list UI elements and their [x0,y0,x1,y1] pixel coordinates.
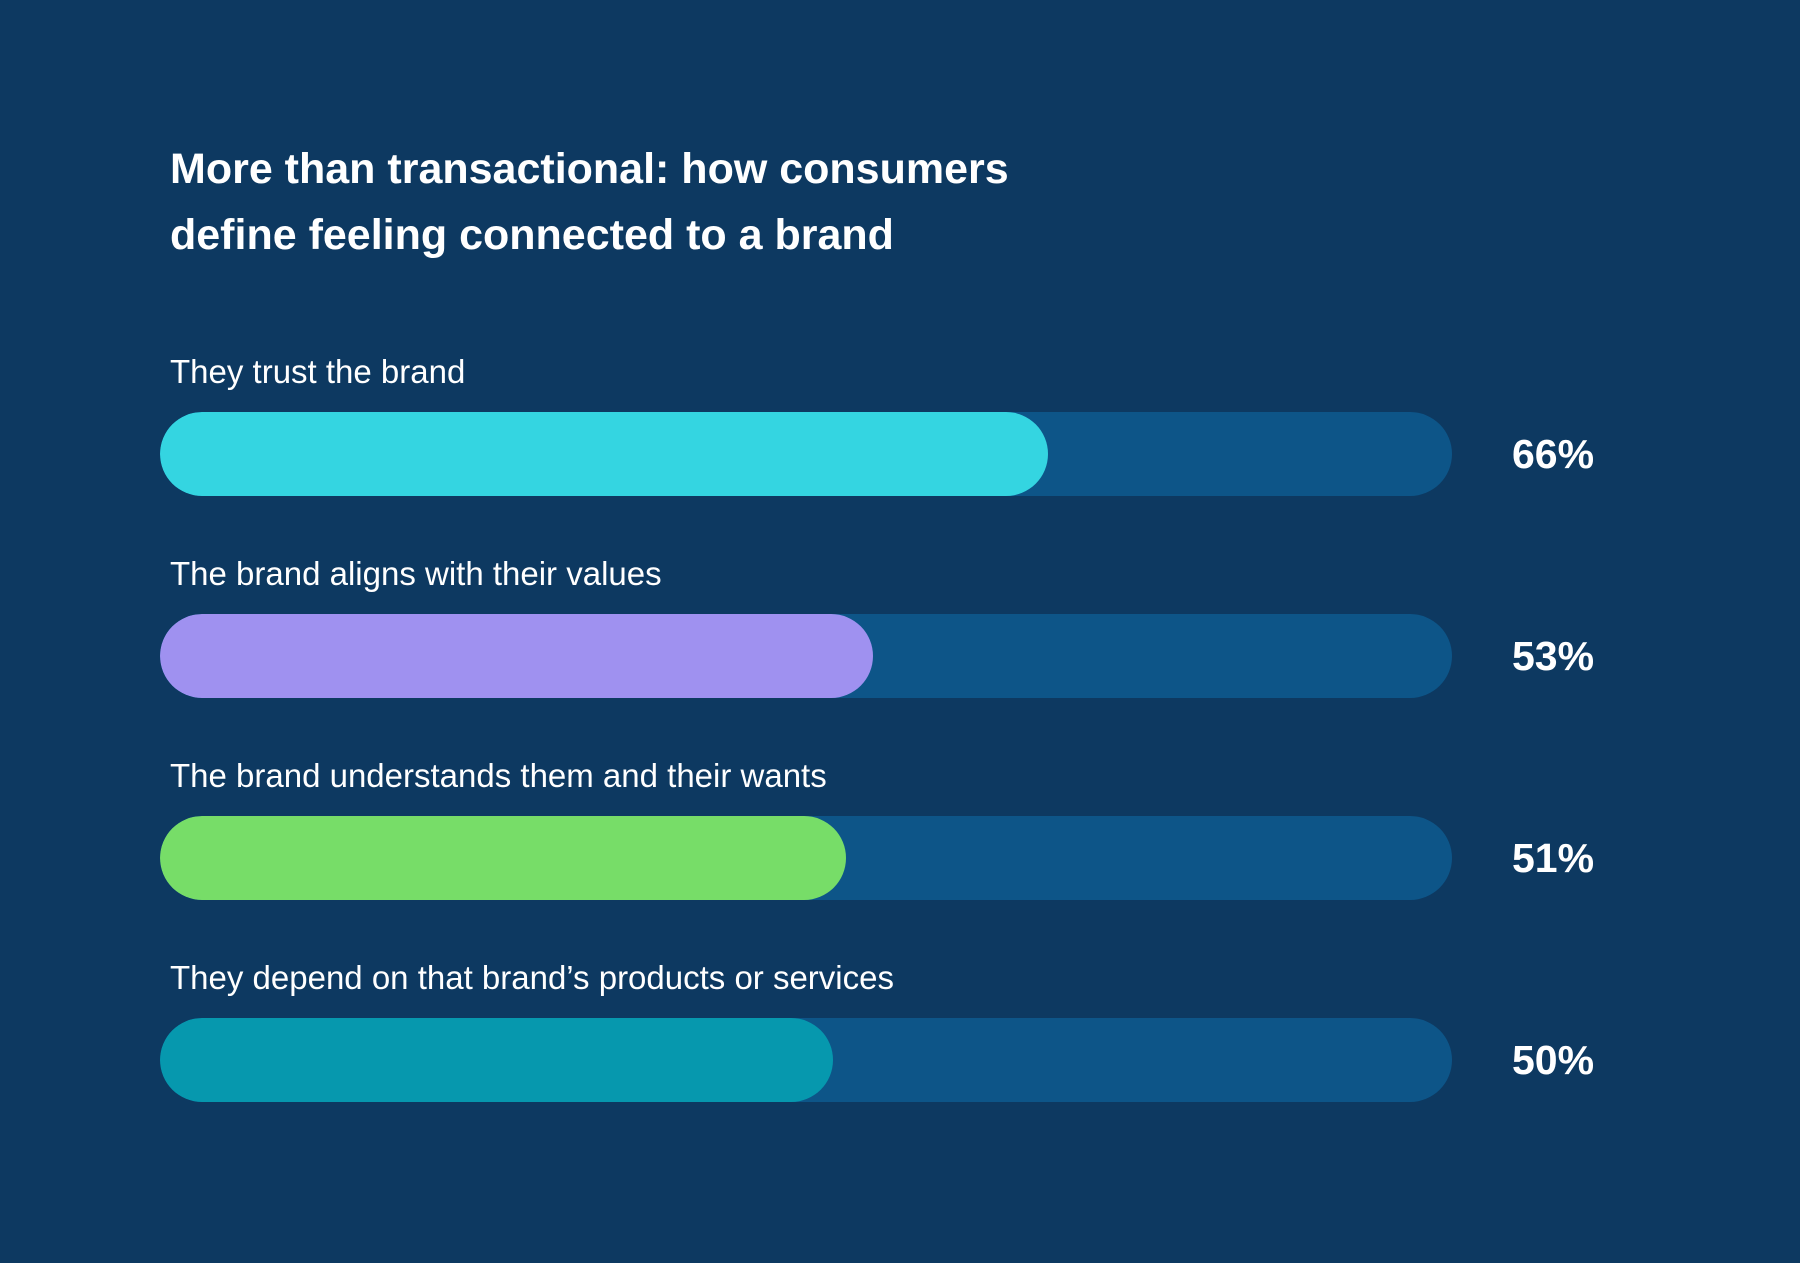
bar-category-label: They trust the brand [170,353,466,390]
chart-title-line-1: More than transactional: how consumers [170,145,1009,193]
bar-row-values: The brand aligns with their values 53% [0,550,1800,750]
bar-value-label: 51% [1512,835,1595,881]
bar-value-label: 53% [1512,633,1595,679]
bar-fill-trust [160,412,1049,496]
bar-row-understands: The brand understands them and their wan… [0,752,1800,952]
chart-title-line-2: define feeling connected to a brand [170,211,894,259]
bar-fill-understands [160,816,847,900]
bar-fill-depend [160,1018,833,1102]
bar-row-trust: They trust the brand 66% [0,348,1800,548]
bar-track [160,412,1452,496]
bar-row-depend: They depend on that brand’s products or … [0,954,1800,1154]
bar-track [160,816,1452,900]
chart-title: More than transactional: how consumers d… [170,136,1270,268]
bar-category-label: The brand understands them and their wan… [170,757,827,794]
bar-category-label: The brand aligns with their values [170,555,662,592]
bar-category-label: They depend on that brand’s products or … [170,959,894,996]
bar-track [160,614,1452,698]
bar-fill-values [160,614,874,698]
bar-value-label: 50% [1512,1037,1595,1083]
bar-track [160,1018,1452,1102]
bar-value-label: 66% [1512,431,1595,477]
